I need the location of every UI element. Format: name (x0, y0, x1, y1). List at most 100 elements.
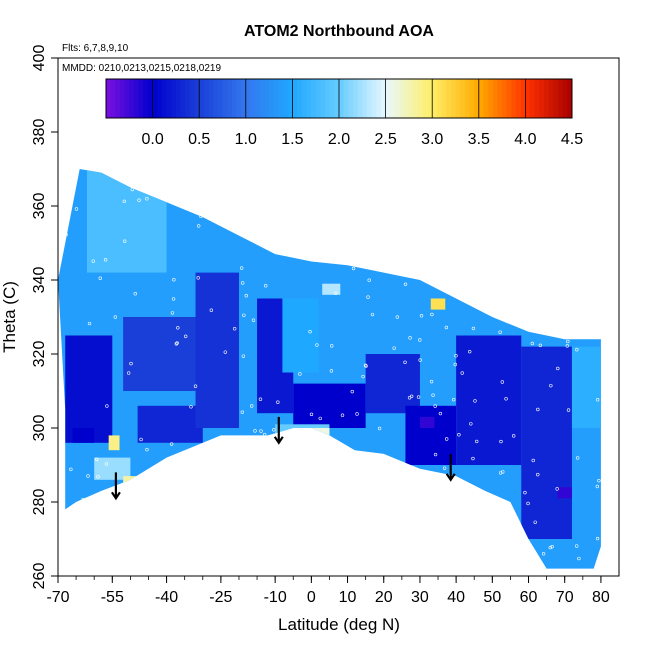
sample-point (545, 238, 549, 242)
sample-point (454, 213, 458, 217)
down-arrow (273, 416, 284, 445)
sample-point (399, 225, 403, 230)
sample-point (475, 439, 479, 444)
colorbar-segment (166, 79, 172, 118)
sample-point (105, 404, 109, 408)
sample-point (372, 242, 377, 246)
sample-point (402, 218, 406, 222)
sample-point (444, 325, 449, 330)
sample-point (228, 198, 232, 203)
sample-point (529, 549, 533, 553)
colorbar-segment (469, 79, 475, 118)
sample-point (366, 295, 370, 299)
x-tick-label: 80 (592, 589, 610, 606)
colorbar-segment (492, 79, 498, 118)
colorbar-segment (474, 79, 480, 118)
sample-point (293, 449, 297, 453)
sample-point (531, 458, 535, 463)
sample-point (340, 413, 345, 417)
sample-point (275, 491, 279, 496)
sample-point (576, 177, 580, 181)
sample-point (133, 292, 137, 296)
colorbar-segment (138, 79, 144, 118)
sample-point (529, 295, 533, 300)
colorbar-segment (357, 79, 363, 118)
colorbar-segment (315, 79, 321, 118)
colorbar-segment (460, 79, 466, 118)
sample-point (379, 474, 383, 478)
colorbar-segment (119, 79, 126, 118)
sample-point (364, 364, 368, 368)
colorbar-segment (488, 79, 494, 118)
sample-point (476, 188, 481, 193)
sample-point (65, 564, 70, 568)
sample-point (314, 243, 318, 248)
sample-point (86, 474, 90, 478)
y-axis-label: Theta (C) (0, 281, 19, 353)
sample-point (437, 545, 441, 549)
colorbar-segment (422, 79, 429, 118)
flights-annotation: Flts: 6,7,8,9,10 (62, 43, 129, 54)
sample-point (491, 525, 495, 529)
colorbar-segment (376, 79, 382, 118)
sample-point (438, 281, 443, 285)
sample-point (164, 179, 168, 184)
sample-point (430, 312, 434, 317)
sample-point (493, 498, 497, 502)
colorbar-segment (408, 79, 415, 118)
sample-point (496, 177, 500, 181)
heatmap-cell (365, 354, 420, 414)
sample-point (259, 429, 263, 433)
sample-point (469, 422, 473, 426)
sample-point (418, 358, 422, 362)
x-tick-label: 40 (447, 589, 465, 606)
sample-point (409, 512, 413, 517)
sample-point (460, 371, 464, 375)
sample-point (537, 204, 542, 208)
sample-point (331, 469, 335, 473)
sample-point (399, 560, 403, 564)
sample-point (104, 462, 109, 466)
sample-point (169, 555, 174, 559)
x-tick-label: -55 (101, 589, 124, 606)
sample-point (298, 372, 302, 376)
sample-point (258, 397, 263, 401)
sample-point (595, 536, 600, 541)
sample-point (574, 544, 579, 548)
colorbar-segment (413, 79, 419, 118)
colorbar-tick-label: 2.5 (374, 131, 396, 148)
sample-point (166, 513, 170, 517)
sample-point (403, 360, 407, 365)
sample-point (247, 214, 251, 218)
sample-point (532, 309, 536, 313)
sample-point (566, 408, 571, 412)
sample-point (276, 400, 280, 404)
colorbar-segment (250, 79, 256, 118)
colorbar-segment (320, 79, 326, 118)
colorbar-segment (106, 79, 112, 118)
colorbar-segment (446, 79, 452, 118)
sample-point (404, 198, 409, 202)
sample-point (145, 197, 149, 201)
sample-point (577, 556, 581, 561)
sample-point (433, 404, 437, 408)
sample-point (555, 487, 559, 491)
sample-point (449, 505, 453, 509)
sample-point (442, 466, 447, 470)
sample-point (393, 474, 398, 478)
sample-point (431, 393, 435, 397)
sample-point (471, 326, 476, 331)
heatmap-cell (108, 435, 120, 451)
colorbar-segment (306, 79, 312, 118)
sample-point (570, 287, 575, 291)
sample-point (525, 313, 530, 317)
colorbar-segment (567, 79, 573, 118)
x-axis-label: Latitude (deg N) (278, 615, 400, 634)
colorbar-segment (390, 79, 396, 118)
sample-point (566, 339, 570, 344)
sample-point (575, 456, 580, 460)
sample-point (530, 341, 535, 346)
colorbar-segment (185, 79, 191, 118)
sample-point (552, 203, 556, 208)
heatmap-cell (456, 335, 522, 465)
